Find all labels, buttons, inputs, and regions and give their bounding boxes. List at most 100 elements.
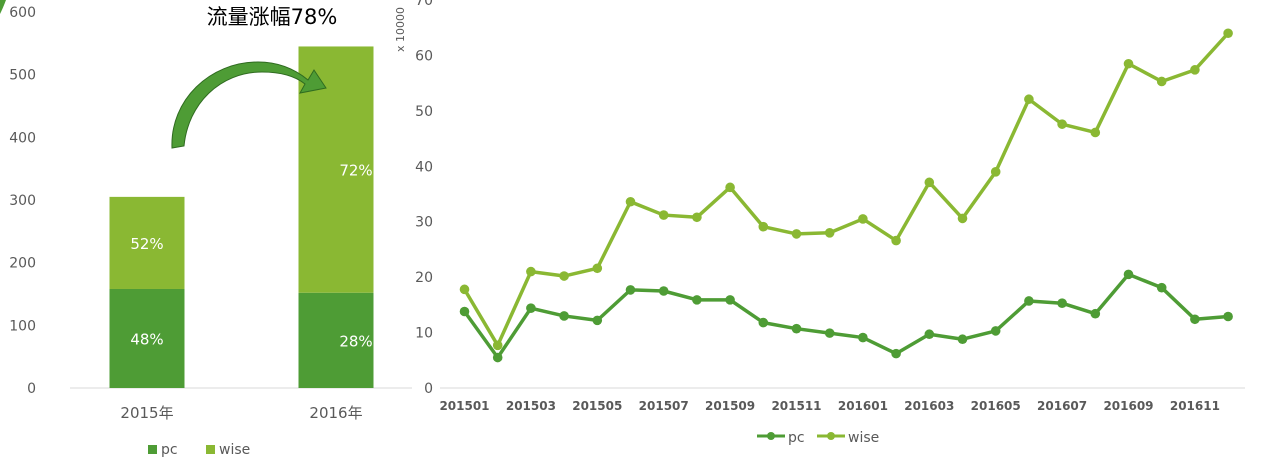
point-wise [1090,127,1101,138]
line-series [459,28,1233,363]
legend-label-pc-line: pc [788,430,805,446]
line-x-tick-label: 201503 [506,399,556,413]
point-pc [1057,298,1067,308]
point-pc [1223,311,1233,322]
point-wise [924,177,935,188]
point-wise [1190,65,1200,75]
point-wise [957,213,968,224]
point-wise [758,221,769,232]
line-x-axis: 201501 201503 201505 201507 201509 201511 2016… [439,399,1220,413]
bar-y-axis: 0 100 200 300 400 500 600 [9,5,36,397]
bar-y-tick-label: 300 [9,193,36,209]
legend-swatch-pc [148,445,157,454]
point-wise [858,214,868,224]
legend-label-wise: wise [219,442,250,458]
line-y-tick-label: 60 [415,48,433,64]
growth-arrow [171,61,327,149]
point-pc [1090,308,1101,319]
line-x-tick-label: 201611 [1170,399,1220,413]
point-wise [592,263,603,274]
line-y-tick-label: 30 [415,215,433,231]
point-wise [658,210,669,220]
point-pc [1024,296,1034,306]
point-wise [791,229,802,239]
point-wise [1123,58,1134,69]
point-pc [592,315,603,326]
line-x-tick-label: 201507 [639,399,689,413]
bar-y-tick-label: 100 [9,318,36,334]
point-wise [1024,94,1034,105]
line-x-tick-label: 201603 [904,399,954,413]
line-y-tick-label: 0 [424,381,433,397]
point-pc [924,329,935,340]
point-wise [559,271,569,281]
bar-y-tick-label: 600 [9,5,36,21]
point-pc [692,295,702,305]
legend-label-wise-line: wise [848,430,879,446]
bar-data-label: 72% [339,162,372,180]
line-x-tick-label: 201605 [971,399,1021,413]
line-x-tick-label: 201509 [705,399,755,413]
point-pc [758,317,769,328]
point-pc [725,295,735,305]
line-x-tick-label: 201505 [572,399,622,413]
line-y-axis: 0 10 20 30 40 50 60 70 [415,0,433,397]
point-pc [459,306,470,317]
point-wise [891,235,901,246]
point-wise [1156,76,1167,87]
line-wise [462,32,1230,348]
y-unit-label: x 10000 [394,7,407,52]
line-y-tick-label: 20 [415,270,433,286]
point-pc [1123,269,1134,280]
point-wise [692,212,702,223]
corner-decoration [0,0,6,14]
bar-data-labels: 48% 52% 28% 72% [130,162,372,351]
legend-label-pc: pc [161,442,178,458]
line-x-tick-label: 201601 [838,399,888,413]
point-pc [990,326,1001,336]
bar-pc-1 [298,292,374,388]
point-wise [1223,28,1233,39]
point-wise [459,284,470,295]
bar-y-tick-label: 400 [9,130,36,146]
bar-legend: pc wise [148,442,250,458]
legend-marker-pc [767,432,775,440]
point-wise [1057,119,1067,129]
bar-data-label: 48% [130,330,163,348]
point-wise [492,340,503,351]
point-pc [492,352,503,363]
growth-headline: 流量涨幅78% [207,5,338,29]
line-legend: pc wise [757,430,879,446]
line-y-tick-label: 40 [415,159,433,175]
bar-x-tick-label: 2015年 [120,404,173,422]
point-pc [625,285,636,295]
point-pc [891,348,901,359]
bar-x-axis: 2015年 2016年 [120,404,362,422]
point-wise [725,182,735,193]
bar-data-label: 52% [130,235,163,253]
bar-y-tick-label: 0 [27,381,36,397]
line-y-tick-label: 50 [415,104,433,120]
point-pc [1156,282,1167,293]
line-x-tick-label: 201609 [1103,399,1153,413]
line-x-tick-label: 201511 [771,399,821,413]
legend-marker-wise [827,432,835,440]
point-pc [658,286,669,296]
bar-wise-0 [109,196,185,289]
stacked-bar-chart: 0 100 200 300 400 500 600 2015年 2016年 48% 52% 28%… [0,0,412,458]
point-pc [791,323,802,334]
bar-y-tick-label: 200 [9,256,36,272]
legend-swatch-wise [206,445,215,454]
bar-x-tick-label: 2016年 [309,404,362,422]
point-pc [1190,314,1200,325]
point-pc [957,334,968,345]
line-y-tick-label: 70 [415,0,433,9]
point-wise [526,266,536,277]
point-wise [625,196,636,207]
bar-data-label: 28% [339,332,372,350]
point-pc [526,303,536,313]
line-pc [463,272,1229,360]
bar-pc-0 [109,288,185,388]
